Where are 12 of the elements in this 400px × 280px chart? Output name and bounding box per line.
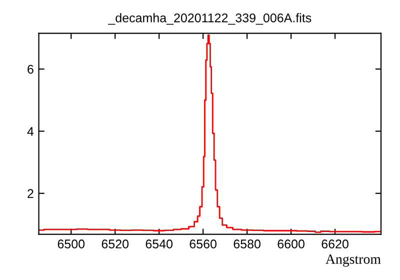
x-tick-label: 6540 [146,240,173,248]
x-tick-label: 6520 [102,240,129,248]
x-tick-label: 6500 [58,240,85,248]
chart-title: _decamha_20201122_339_006A.fits [108,13,312,25]
x-tick-label: 6600 [278,240,304,248]
x-axis-title: Angstrom [326,254,381,267]
y-tick-label: 6 [28,64,34,74]
x-tick-label: 6620 [322,240,348,248]
x-tick-label: 6580 [234,240,260,248]
x-tick-label: 6560 [190,240,216,248]
y-tick-label: 2 [28,189,34,198]
y-tick-label: 4 [27,127,34,136]
